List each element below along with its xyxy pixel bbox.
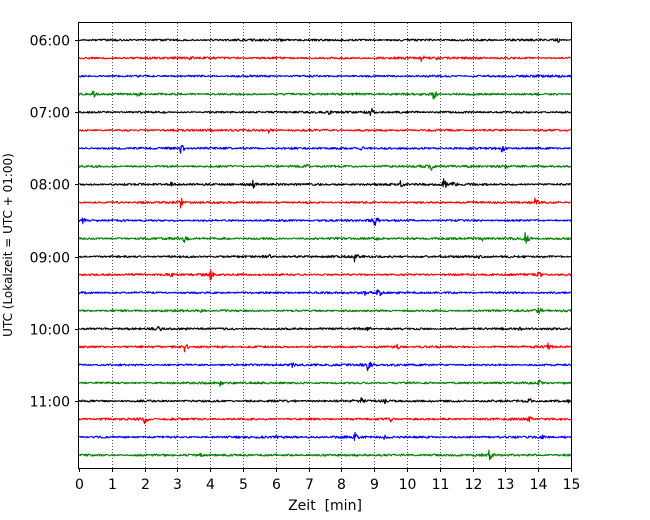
x-tick-label: 1 — [108, 477, 117, 493]
trace-1115 — [78, 416, 572, 425]
trace-0630 — [78, 74, 572, 79]
x-tick-label: 0 — [75, 477, 84, 493]
x-tick-label: 14 — [530, 477, 548, 493]
trace-1145 — [78, 449, 572, 461]
trace-0645 — [78, 90, 572, 100]
x-tick-label: 5 — [239, 477, 248, 493]
trace-0930 — [78, 289, 572, 297]
x-tick-label: 7 — [305, 477, 314, 493]
trace-0600 — [78, 38, 572, 43]
x-tick-label: 8 — [337, 477, 346, 493]
trace-0815 — [78, 197, 572, 209]
trace-0700 — [78, 107, 572, 117]
y-axis-ticks: 06:00 07:00 08:00 09:00 10:00 11:00 — [30, 34, 79, 411]
trace-0900 — [78, 253, 572, 263]
y-tick-label: 08:00 — [30, 178, 70, 194]
seismic-traces — [78, 38, 572, 461]
trace-0845 — [78, 231, 572, 244]
x-tick-label: 13 — [497, 477, 515, 493]
trace-0715 — [78, 128, 572, 134]
x-tick-label: 3 — [173, 477, 182, 493]
x-tick-label: 15 — [563, 477, 581, 493]
trace-1015 — [79, 342, 572, 353]
trace-0945 — [78, 307, 572, 314]
trace-0745 — [78, 163, 572, 171]
trace-1045 — [78, 379, 572, 387]
x-tick-label: 12 — [465, 477, 483, 493]
trace-0830 — [78, 217, 572, 226]
x-tick-label: 6 — [272, 477, 281, 493]
y-tick-label: 06:00 — [30, 34, 70, 50]
x-tick-label: 9 — [370, 477, 379, 493]
x-axis-label: Zeit [min] — [288, 498, 362, 514]
trace-1030 — [78, 361, 572, 372]
trace-0730 — [78, 144, 572, 154]
x-tick-label: 11 — [432, 477, 450, 493]
x-tick-label: 2 — [141, 477, 150, 493]
grid-lines — [112, 23, 539, 468]
trace-0800 — [78, 178, 572, 189]
y-tick-label: 10:00 — [30, 323, 70, 339]
trace-1100 — [78, 397, 572, 404]
x-tick-label: 4 — [206, 477, 215, 493]
y-axis-label: UTC (Lokalzeit = UTC + 01:00) — [1, 153, 15, 337]
y-tick-label: 09:00 — [30, 251, 70, 267]
x-axis-ticks: 0 1 2 3 4 5 6 7 8 9 10 11 12 13 14 15 — [75, 468, 580, 493]
x-tick-label: 10 — [399, 477, 417, 493]
trace-0615 — [78, 55, 572, 62]
trace-1130 — [78, 431, 572, 442]
y-tick-label: 11:00 — [30, 395, 70, 411]
y-tick-label: 07:00 — [30, 106, 70, 122]
plot-frame — [78, 22, 572, 469]
trace-0915 — [78, 269, 572, 281]
trace-1000 — [78, 326, 572, 332]
